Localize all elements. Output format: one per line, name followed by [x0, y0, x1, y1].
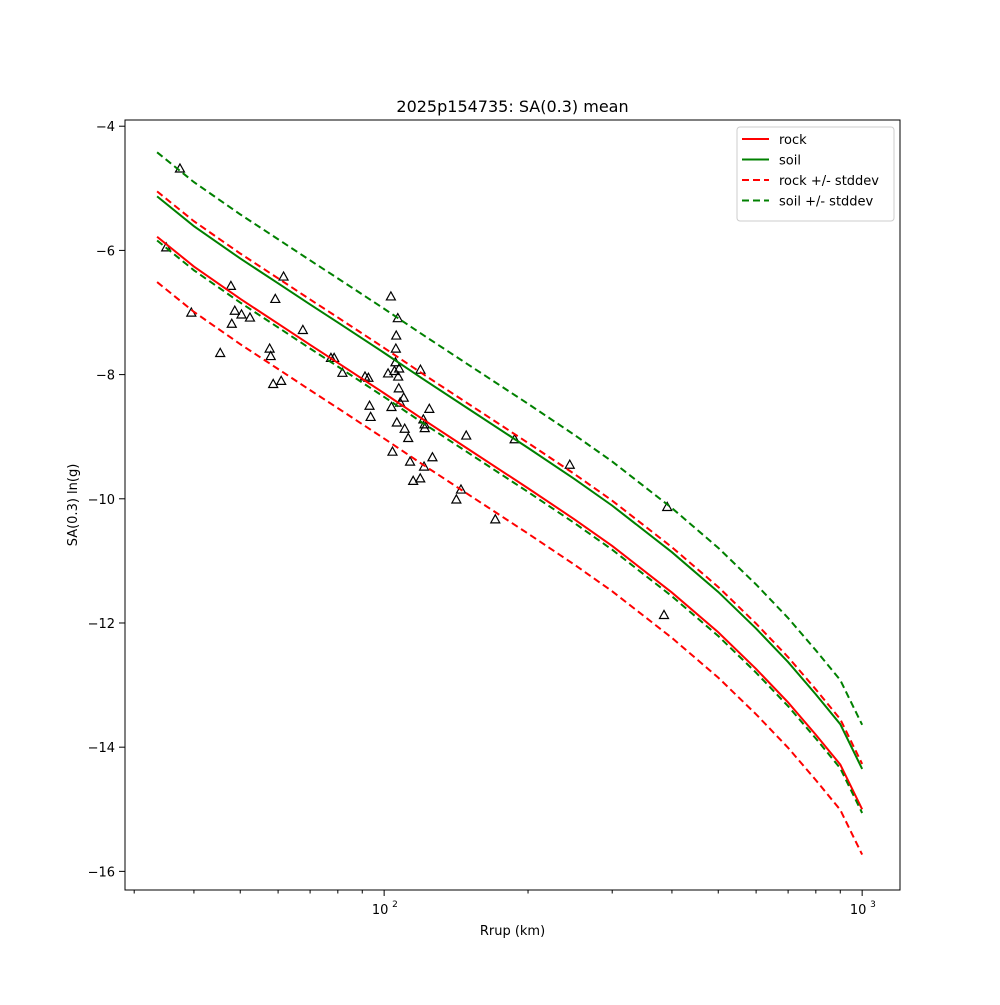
legend-label: soil +/- stddev: [779, 195, 874, 210]
observation-marker: [297, 324, 309, 335]
observation-marker: [404, 455, 416, 466]
y-tick-label: −8: [96, 369, 115, 384]
observation-marker: [390, 329, 402, 340]
chart-title: 2025p154735: SA(0.3) mean: [396, 97, 628, 116]
observation-marker: [398, 391, 410, 402]
observation-marker: [414, 472, 426, 483]
observation-marker: [386, 445, 399, 456]
observation-marker: [226, 317, 238, 328]
y-axis-label: SA(0.3) ln(g): [66, 464, 81, 547]
plot-frame: [124, 119, 901, 891]
observation-marker: [419, 418, 431, 429]
observation-marker: [393, 382, 405, 393]
observation-marker: [390, 342, 402, 353]
observation-marker: [661, 501, 673, 512]
observation-marker: [269, 293, 281, 304]
observation-marker: [267, 378, 279, 389]
x-axis: 10 2 10 3: [133, 890, 876, 918]
observation-marker: [391, 416, 403, 427]
series-line-4: [156, 151, 864, 726]
observation-marker: [419, 422, 431, 433]
observation-marker: [564, 458, 576, 469]
y-tick-label: −14: [88, 741, 115, 756]
observation-marker: [450, 493, 462, 504]
observation-marker: [460, 429, 472, 440]
series-line-1: [156, 195, 864, 770]
observation-marker: [393, 362, 405, 373]
y-tick-label: −12: [88, 617, 115, 632]
observation-marker: [362, 371, 374, 382]
series-line-2: [156, 190, 864, 765]
y-tick-label: −16: [88, 865, 115, 880]
observation-marker: [244, 311, 256, 322]
y-tick-label: −6: [96, 244, 115, 259]
observation-marker: [489, 513, 501, 524]
y-axis: −4 −6 −8 −10 −12 −14 −16: [88, 120, 125, 880]
observation-marker: [423, 403, 435, 413]
observation-marker: [264, 342, 276, 353]
y-tick-label: −4: [96, 120, 115, 135]
observation-marker: [385, 401, 398, 412]
observation-marker: [275, 375, 287, 386]
observation-marker: [658, 609, 670, 620]
observation-marker: [399, 422, 411, 433]
observation-marker: [426, 451, 438, 462]
legend-label: rock +/- stddev: [779, 174, 879, 189]
series-line-3: [156, 281, 864, 856]
series-line-5: [156, 239, 864, 814]
observation-marker: [418, 460, 430, 471]
legend-box: [736, 126, 895, 222]
observation-marker: [392, 370, 404, 381]
x-tick-label: 10: [850, 903, 867, 918]
observation-marker: [385, 290, 397, 301]
observation-marker: [336, 366, 348, 377]
observation-marker: [235, 308, 248, 319]
series-line-0: [156, 235, 864, 810]
observation-marker: [214, 347, 226, 358]
observation-marker: [365, 411, 377, 422]
observation-marker: [388, 365, 400, 376]
x-tick-label: 10: [372, 903, 389, 918]
observation-marker: [278, 270, 290, 281]
observation-marker: [407, 475, 419, 485]
observation-marker: [402, 432, 414, 443]
x-tick-exponent: 2: [392, 900, 398, 910]
observation-marker: [265, 350, 277, 361]
x-tick-exponent: 3: [870, 900, 876, 910]
observation-marker: [229, 304, 241, 315]
plot-marks: [156, 151, 864, 856]
observation-marker: [225, 280, 237, 290]
x-axis-label: Rrup (km): [480, 924, 545, 939]
y-tick-label: −10: [88, 493, 115, 508]
legend: rock soil rock +/- stddev soil +/- stddev: [736, 126, 895, 222]
legend-label: soil: [779, 154, 801, 169]
legend-label: rock: [779, 133, 807, 148]
observation-marker: [363, 399, 376, 410]
